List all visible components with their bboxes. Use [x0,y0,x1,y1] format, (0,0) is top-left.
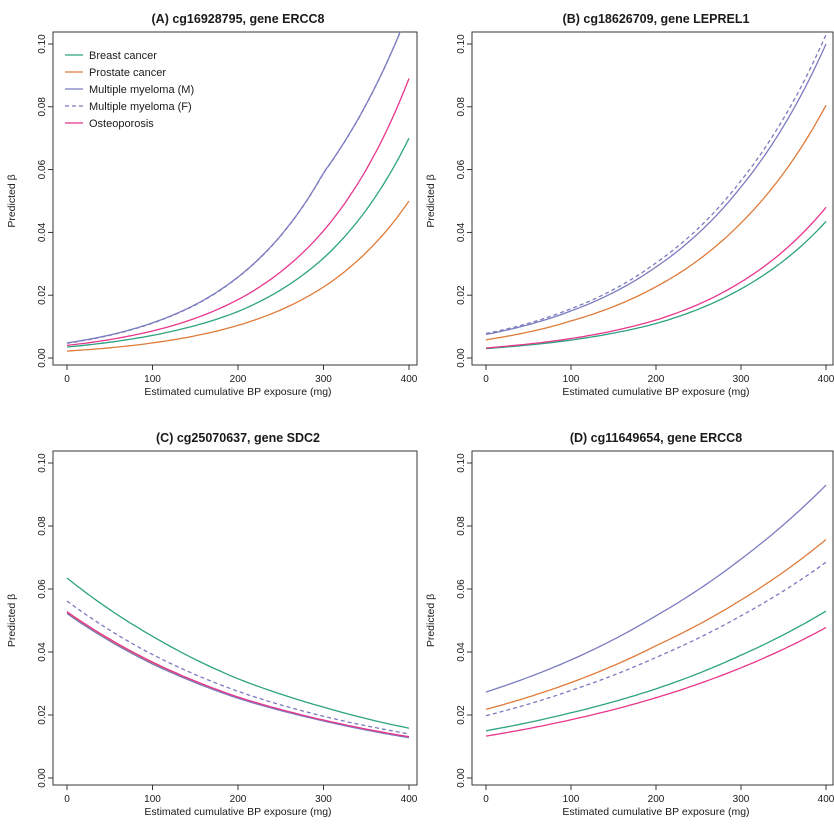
x-tick-label: 0 [483,374,489,385]
y-tick-label: 0.02 [37,705,48,725]
y-tick-label: 0.04 [37,222,48,242]
x-tick-label: 300 [315,374,332,385]
x-tick-label: 200 [230,374,247,385]
x-tick-label: 100 [144,374,161,385]
x-tick-label: 300 [315,794,332,805]
panel-2: (B) cg18626709, gene LEPREL1 0.00 0.02 0.04… [425,12,834,398]
series-line-3 [66,613,410,739]
y-tick-label: 0.02 [456,285,467,305]
series-group [485,34,827,350]
x-tick-label: 0 [483,794,489,805]
series-line-2 [66,612,410,738]
y-tick-label: 0.06 [37,159,48,179]
series-group [66,31,410,352]
x-tick-label: 100 [563,374,580,385]
x-tick-label: 400 [401,794,418,805]
chart-panels: (A) cg16928795, gene ERCC8 0.00 0.02 0.04 0.… [6,12,834,818]
y-axis-label: Predicted β [425,174,437,227]
y-tick-label: 0.10 [37,34,48,54]
y-tick-label: 0.02 [37,285,48,305]
legend-label: Multiple myeloma (F) [89,101,192,113]
y-tick-label: 0.08 [456,97,467,117]
y-tick-label: 0.10 [37,453,48,473]
panel-title: (C) cg25070637, gene SDC2 [156,431,320,445]
series-line-4 [66,31,402,344]
series-line-5 [485,626,827,737]
x-tick-label: 100 [563,794,580,805]
series-line-1 [485,610,827,732]
plot-frame [52,31,418,366]
x-tick-label: 400 [401,374,418,385]
y-tick-label: 0.06 [37,579,48,599]
y-tick-label: 0.04 [456,642,467,662]
y-tick-label: 0.06 [456,159,467,179]
series-line-1 [485,220,827,350]
y-axis-label: Predicted β [425,594,437,647]
series-line-2 [485,539,827,710]
panel-title: (A) cg16928795, gene ERCC8 [152,12,325,26]
panel-3: (C) cg25070637, gene SDC2 0.00 0.02 0.04 0.0… [6,431,418,818]
y-tick-label: 0.00 [37,768,48,788]
y-axis-label: Predicted β [6,174,18,227]
x-tick-label: 100 [144,794,161,805]
x-tick-label: 300 [733,794,750,805]
series-line-2 [485,104,827,341]
series-line-3 [485,484,827,693]
panel-1: (A) cg16928795, gene ERCC8 0.00 0.02 0.04 0.… [6,12,418,398]
y-tick-label: 0.06 [456,579,467,599]
y-axis-label: Predicted β [6,594,18,647]
y-tick-label: 0.10 [456,34,467,54]
x-tick-label: 400 [818,374,834,385]
y-tick-label: 0.00 [456,768,467,788]
panel-title: (B) cg18626709, gene LEPREL1 [563,12,750,26]
series-line-4 [66,600,410,735]
series-line-5 [66,611,410,738]
series-line-3 [485,43,827,336]
series-line-4 [485,561,827,717]
y-tick-label: 0.00 [456,348,467,368]
x-tick-label: 300 [733,374,750,385]
x-tick-label: 200 [648,374,665,385]
legend-label: Breast cancer [89,50,157,62]
plot-frame [471,31,834,366]
y-tick-label: 0.08 [456,516,467,536]
legend-label: Prostate cancer [89,67,166,79]
x-axis-label: Estimated cumulative BP exposure (mg) [562,386,749,398]
y-tick-label: 0.04 [456,222,467,242]
x-tick-label: 0 [64,794,70,805]
series-group [66,577,410,739]
x-tick-label: 400 [818,794,834,805]
panel-4: (D) cg11649654, gene ERCC8 0.00 0.02 0.04 0.… [425,431,834,818]
y-tick-label: 0.02 [456,705,467,725]
series-line-2 [66,200,410,352]
x-axis-label: Estimated cumulative BP exposure (mg) [562,806,749,818]
legend-label: Osteoporosis [89,118,154,130]
legend-label: Multiple myeloma (M) [89,84,194,96]
series-line-1 [66,137,410,348]
legend: Breast cancer Prostate cancer Multiple mye… [65,50,194,130]
panel-title: (D) cg11649654, gene ERCC8 [570,431,742,445]
series-group [485,484,827,737]
x-tick-label: 0 [64,374,70,385]
plot-frame [471,450,834,786]
plot-frame [52,450,418,786]
series-line-1 [66,577,410,729]
x-axis-label: Estimated cumulative BP exposure (mg) [144,806,331,818]
y-tick-label: 0.04 [37,642,48,662]
y-tick-label: 0.08 [37,97,48,117]
series-line-5 [66,78,410,347]
x-axis-label: Estimated cumulative BP exposure (mg) [144,386,331,398]
series-line-4 [485,34,827,335]
x-tick-label: 200 [648,794,665,805]
y-tick-label: 0.08 [37,516,48,536]
y-tick-label: 0.00 [37,348,48,368]
y-tick-label: 0.10 [456,453,467,473]
series-line-5 [485,206,827,349]
x-tick-label: 200 [230,794,247,805]
